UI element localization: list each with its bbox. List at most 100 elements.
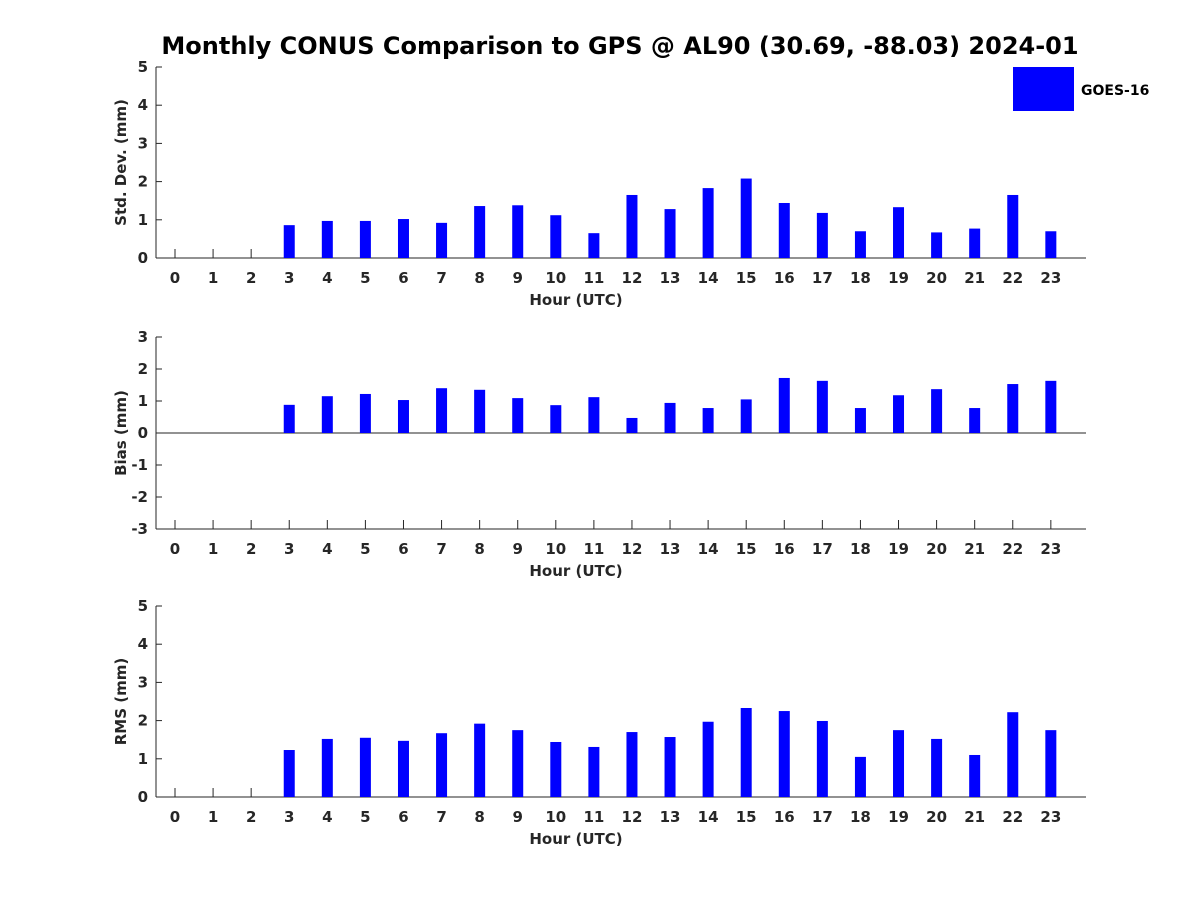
bar (702, 188, 714, 258)
bar (740, 178, 752, 258)
bar (588, 397, 600, 433)
x-tick-label: 19 (888, 808, 909, 826)
bar (397, 400, 409, 433)
x-tick-label: 12 (622, 808, 643, 826)
bar (854, 756, 866, 797)
x-tick-label: 15 (736, 540, 757, 558)
x-tick-label: 22 (1002, 269, 1023, 287)
x-tick-label: 8 (474, 808, 484, 826)
bar (474, 389, 486, 433)
x-axis-title: Hour (UTC) (529, 830, 622, 848)
y-tick-label: 2 (138, 360, 148, 378)
y-tick-label: -1 (131, 456, 148, 474)
bar (359, 737, 371, 797)
x-tick-label: 5 (360, 540, 370, 558)
y-tick-label: 0 (138, 788, 148, 806)
x-tick-label: 4 (322, 269, 332, 287)
x-tick-label: 4 (322, 808, 332, 826)
bar (512, 730, 524, 797)
y-tick-label: 2 (138, 712, 148, 730)
x-tick-label: 17 (812, 269, 833, 287)
bar (931, 232, 943, 258)
x-tick-label: 9 (513, 540, 523, 558)
x-tick-label: 14 (698, 269, 719, 287)
x-tick-label: 11 (583, 808, 604, 826)
bar (436, 733, 448, 797)
bar (816, 380, 828, 433)
bar (1007, 712, 1019, 797)
x-tick-label: 2 (246, 269, 256, 287)
y-tick-label: 1 (138, 750, 148, 768)
y-tick-label: 0 (138, 424, 148, 442)
x-tick-label: 1 (208, 808, 218, 826)
bar (778, 202, 790, 258)
bar (1045, 380, 1057, 433)
bar (740, 399, 752, 433)
x-tick-label: 6 (398, 540, 408, 558)
x-tick-label: 2 (246, 540, 256, 558)
bar (740, 707, 752, 797)
x-tick-label: 8 (474, 540, 484, 558)
bar (283, 225, 295, 258)
y-axis-title: Bias (mm) (112, 390, 130, 476)
x-tick-label: 15 (736, 808, 757, 826)
bar (816, 720, 828, 797)
x-tick-label: 23 (1040, 269, 1061, 287)
x-tick-label: 5 (360, 808, 370, 826)
x-tick-label: 9 (513, 808, 523, 826)
bar (893, 207, 905, 258)
bar (626, 194, 638, 258)
x-tick-label: 3 (284, 269, 294, 287)
x-tick-label: 22 (1002, 540, 1023, 558)
bar (436, 388, 448, 433)
bar (664, 209, 676, 258)
bar (816, 212, 828, 258)
x-tick-label: 20 (926, 540, 947, 558)
bar (283, 750, 295, 797)
x-tick-label: 23 (1040, 808, 1061, 826)
x-tick-label: 7 (436, 808, 446, 826)
x-tick-label: 13 (660, 808, 681, 826)
x-tick-label: 0 (170, 269, 180, 287)
x-axis-title: Hour (UTC) (529, 562, 622, 580)
x-tick-label: 13 (660, 269, 681, 287)
bar (854, 231, 866, 258)
x-tick-label: 11 (583, 269, 604, 287)
bar (588, 746, 600, 797)
y-tick-label: 5 (138, 597, 148, 615)
bar (321, 220, 333, 258)
bar (664, 402, 676, 433)
bar (359, 393, 371, 433)
bar (778, 377, 790, 433)
y-axis-title: RMS (mm) (112, 658, 130, 745)
bar (397, 219, 409, 258)
bar (550, 405, 562, 433)
bar (854, 408, 866, 433)
y-tick-label: 5 (138, 58, 148, 76)
y-tick-label: 3 (138, 673, 148, 691)
x-tick-label: 19 (888, 269, 909, 287)
x-tick-label: 0 (170, 808, 180, 826)
bar (321, 396, 333, 433)
bar (550, 215, 562, 258)
bar (969, 408, 981, 433)
bar (702, 408, 714, 433)
x-tick-label: 3 (284, 540, 294, 558)
x-tick-label: 20 (926, 269, 947, 287)
x-tick-label: 2 (246, 808, 256, 826)
bar (931, 389, 943, 433)
legend: GOES-16 (1013, 67, 1149, 111)
bar (1045, 231, 1057, 258)
y-tick-label: 3 (138, 134, 148, 152)
y-tick-label: 1 (138, 211, 148, 229)
bar (512, 205, 524, 258)
x-tick-label: 12 (622, 269, 643, 287)
bar (626, 732, 638, 797)
x-tick-label: 21 (964, 540, 985, 558)
bar (474, 723, 486, 797)
